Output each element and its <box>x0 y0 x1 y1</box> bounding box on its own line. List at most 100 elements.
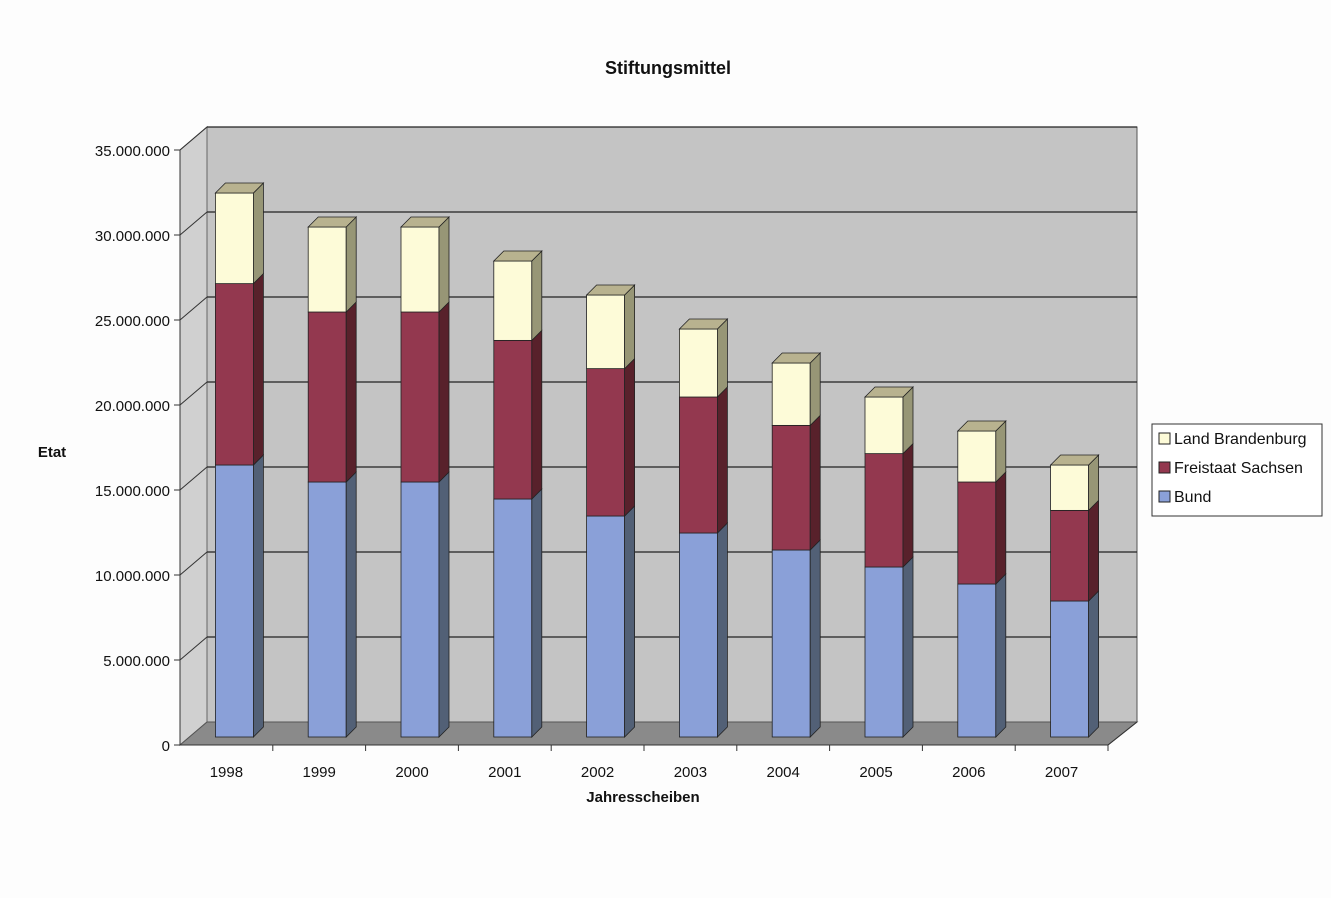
x-tick-label: 2001 <box>488 764 521 781</box>
legend-swatch <box>1158 461 1171 474</box>
y-tick-label: 15.000.000 <box>95 483 170 500</box>
bar-side-face <box>809 352 821 427</box>
bar-segment-freistaat-sachsen <box>864 453 904 568</box>
bar-side-face <box>995 471 1007 585</box>
bar-segment-bund <box>1050 600 1089 738</box>
gridline-depth <box>179 466 208 491</box>
bar-segment-freistaat-sachsen <box>214 283 254 466</box>
bar-segment-land-brandenburg <box>771 362 811 426</box>
legend-label: Bund <box>1174 489 1211 506</box>
bar-top-face <box>1049 454 1100 466</box>
y-tick-label: 10.000.000 <box>95 568 170 585</box>
x-tick-label: 2006 <box>952 764 985 781</box>
bar-segment-land-brandenburg <box>1050 464 1089 511</box>
x-axis-label: Jahresscheiben <box>586 789 699 806</box>
bar-side-face <box>809 539 821 738</box>
bar-top-face <box>956 420 1007 432</box>
y-tick-label: 20.000.000 <box>95 398 170 415</box>
bar-side-face <box>1088 499 1099 602</box>
bar-segment-land-brandenburg <box>586 294 625 370</box>
bar-top-face <box>492 250 543 262</box>
y-axis-label: Etat <box>38 444 66 461</box>
bar-segment-bund <box>400 481 440 738</box>
bar-side-face <box>531 250 543 342</box>
bar-side-face <box>438 216 450 313</box>
bar-side-face <box>531 488 543 738</box>
legend-swatch <box>1158 432 1171 445</box>
bar-segment-land-brandenburg <box>864 396 904 455</box>
bar-side-face <box>902 442 914 568</box>
bar-side-face <box>1088 590 1099 738</box>
bar-segment-freistaat-sachsen <box>957 481 997 585</box>
bar-top-face <box>585 284 636 296</box>
bar-segment-freistaat-sachsen <box>1050 509 1089 602</box>
bar-side-face <box>902 386 914 455</box>
bar-side-face <box>345 216 357 313</box>
legend-label: Freistaat Sachsen <box>1174 460 1303 477</box>
bar-side-face <box>438 471 450 738</box>
gridline-depth <box>179 126 208 151</box>
bar-segment-bund <box>214 464 254 738</box>
bar-side-face <box>624 284 635 370</box>
bar-segment-freistaat-sachsen <box>679 396 718 534</box>
bar-segment-bund <box>307 481 347 738</box>
bar-top-face <box>864 386 914 398</box>
bar-segment-land-brandenburg <box>957 430 997 483</box>
y-tick-label: 25.000.000 <box>95 313 170 330</box>
bar-segment-freistaat-sachsen <box>771 424 811 551</box>
legend-swatch <box>1158 490 1171 503</box>
bar-side-face <box>531 329 543 500</box>
x-tick-label: 2005 <box>859 764 892 781</box>
gridline-depth <box>179 551 208 576</box>
bar-side-face <box>345 471 357 738</box>
bar-segment-land-brandenburg <box>400 226 440 313</box>
bar-segment-freistaat-sachsen <box>586 368 625 517</box>
x-tick-label: 1999 <box>303 764 336 781</box>
bar-segment-bund <box>586 515 625 738</box>
gridline-depth <box>179 381 208 406</box>
bar-segment-bund <box>864 566 904 738</box>
bar-top-face <box>678 318 729 330</box>
bar-segment-freistaat-sachsen <box>493 339 533 500</box>
y-tick-label: 5.000.000 <box>103 653 170 670</box>
bar-side-face <box>624 357 635 517</box>
bar-side-face <box>345 301 357 483</box>
bar-segment-land-brandenburg <box>679 328 718 398</box>
x-tick-label: 2002 <box>581 764 614 781</box>
y-tick-label: 0 <box>162 738 170 755</box>
bar-side-face <box>717 386 728 534</box>
x-tick-label: 2000 <box>395 764 428 781</box>
bar-segment-freistaat-sachsen <box>307 311 347 483</box>
bar-segment-bund <box>493 498 533 738</box>
chart-title: Stiftungsmittel <box>605 58 731 78</box>
bar-segment-bund <box>679 532 718 738</box>
bar-side-face <box>717 318 728 398</box>
gridline-depth <box>179 296 208 321</box>
y-tick-label: 30.000.000 <box>95 228 170 245</box>
x-tick-label: 2007 <box>1045 764 1078 781</box>
bar-side-face <box>902 556 914 738</box>
bar-segment-land-brandenburg <box>493 260 533 341</box>
bar-segment-land-brandenburg <box>214 192 254 285</box>
bar-side-face <box>717 522 728 738</box>
bar-side-face <box>252 454 264 738</box>
bar-segment-land-brandenburg <box>307 226 347 313</box>
legend-label: Land Brandenburg <box>1174 431 1307 448</box>
plot-side-wall <box>179 125 208 747</box>
bar-segment-bund <box>957 583 997 738</box>
bar-side-face <box>624 505 635 738</box>
bar-side-face <box>438 301 450 483</box>
bar-top-face <box>771 352 822 364</box>
bar-top-face <box>307 216 358 228</box>
gridline-depth <box>179 211 208 236</box>
bar-side-face <box>252 272 264 466</box>
x-tick-label: 2003 <box>674 764 707 781</box>
bar-side-face <box>995 573 1007 738</box>
x-tick-label: 1998 <box>210 764 243 781</box>
bar-side-face <box>252 182 264 285</box>
legend-box <box>1151 423 1323 517</box>
bar-segment-bund <box>771 549 811 738</box>
gridline-depth <box>179 636 208 661</box>
bar-side-face <box>995 420 1007 483</box>
